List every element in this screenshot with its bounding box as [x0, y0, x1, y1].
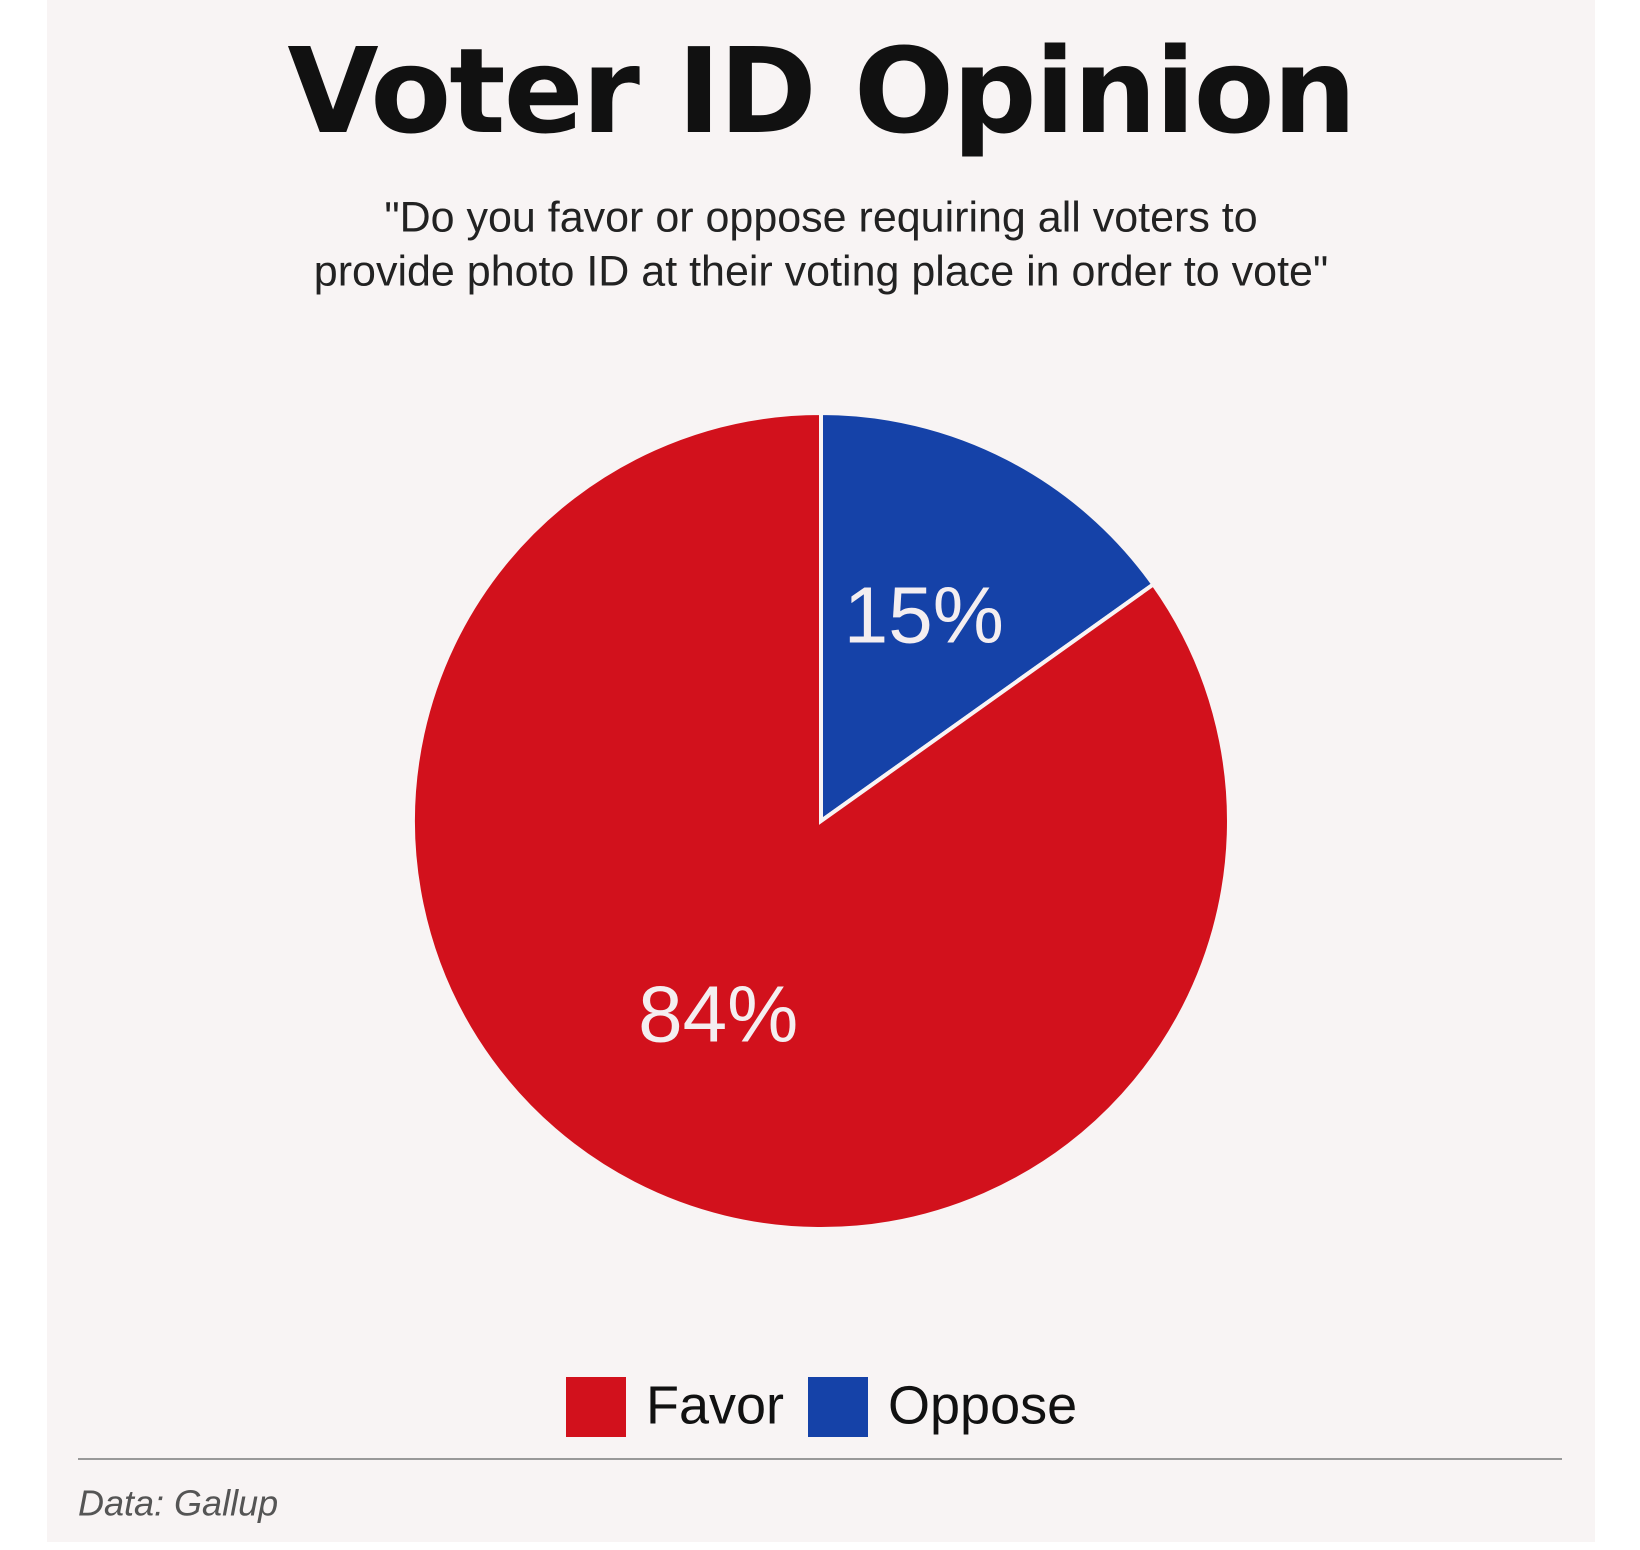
legend-label: Favor [646, 1375, 784, 1435]
subtitle: provide photo ID at their voting place i… [314, 247, 1328, 295]
legend-label: Oppose [888, 1375, 1077, 1435]
chart-title: Voter ID Opinion [287, 22, 1354, 160]
source: Data: Gallup [78, 1483, 278, 1524]
legend-swatch [566, 1377, 626, 1437]
legend: Favor Oppose [566, 1375, 1077, 1437]
value-label: 15% [844, 571, 1004, 660]
legend-swatch [808, 1377, 868, 1437]
pie-slice [411, 410, 1231, 1231]
pie-slice [819, 410, 1157, 825]
subtitle: "Do you favor or oppose requiring all vo… [384, 193, 1257, 241]
pie: 15% 84% [411, 410, 1231, 1231]
value-label: 84% [638, 970, 798, 1059]
